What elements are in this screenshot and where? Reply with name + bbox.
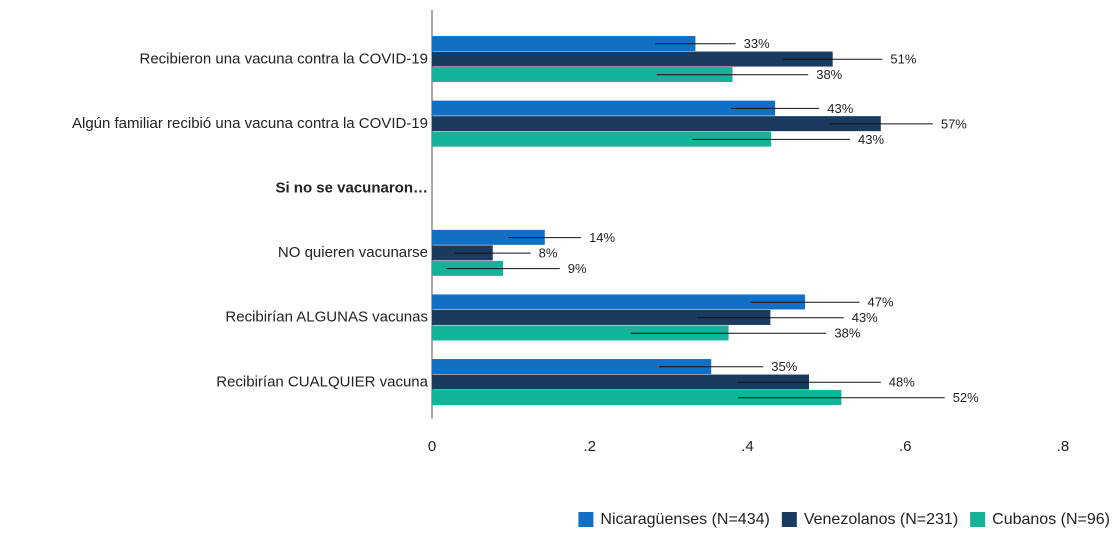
legend-label: Venezolanos (N=231): [804, 511, 958, 528]
value-label: 47%: [868, 295, 894, 310]
category-label: Recibirían CUALQUIER vacuna: [216, 373, 428, 390]
legend-swatch: [781, 512, 797, 527]
bar: [432, 131, 772, 147]
value-label: 8%: [539, 246, 558, 261]
value-label: 38%: [816, 67, 842, 82]
value-label: 35%: [771, 359, 797, 374]
value-label: 43%: [827, 101, 853, 116]
bar: [432, 309, 771, 325]
x-tick-label: .2: [583, 438, 596, 455]
bar: [432, 390, 842, 406]
bar: [432, 116, 881, 132]
bar: [432, 325, 729, 341]
value-label: 14%: [589, 230, 615, 245]
x-tick-label: .8: [1057, 438, 1070, 455]
bar: [432, 51, 833, 67]
category-label: Recibieron una vacuna contra la COVID-19: [140, 50, 429, 67]
category-label: NO quieren vacunarse: [278, 244, 428, 261]
legend-label: Cubanos (N=96): [992, 511, 1110, 528]
x-tick-label: 0: [428, 438, 436, 455]
bar: [432, 229, 545, 245]
category-label: Algún familiar recibió una vacuna contra…: [72, 115, 428, 132]
bar: [432, 359, 712, 375]
bar: [432, 294, 806, 310]
value-label: 51%: [890, 52, 916, 67]
category-label: Recibirían ALGUNAS vacunas: [225, 309, 428, 326]
bar: [432, 36, 696, 52]
bar: [432, 374, 810, 390]
x-tick-label: .4: [741, 438, 754, 455]
bar: [432, 67, 733, 83]
legend-swatch: [970, 512, 986, 527]
x-tick-label: .6: [899, 438, 912, 455]
legend-label: Nicaragüenses (N=434): [600, 511, 769, 528]
value-label: 9%: [568, 261, 587, 276]
bar: [432, 100, 776, 116]
value-label: 48%: [889, 375, 915, 390]
value-label: 43%: [858, 132, 884, 147]
value-label: 57%: [941, 116, 967, 131]
legend-swatch: [578, 512, 594, 527]
value-label: 43%: [852, 310, 878, 325]
value-label: 38%: [834, 326, 860, 341]
value-label: 52%: [953, 390, 979, 405]
category-label: Si no se vacunaron…: [275, 179, 428, 196]
value-label: 33%: [744, 36, 770, 51]
